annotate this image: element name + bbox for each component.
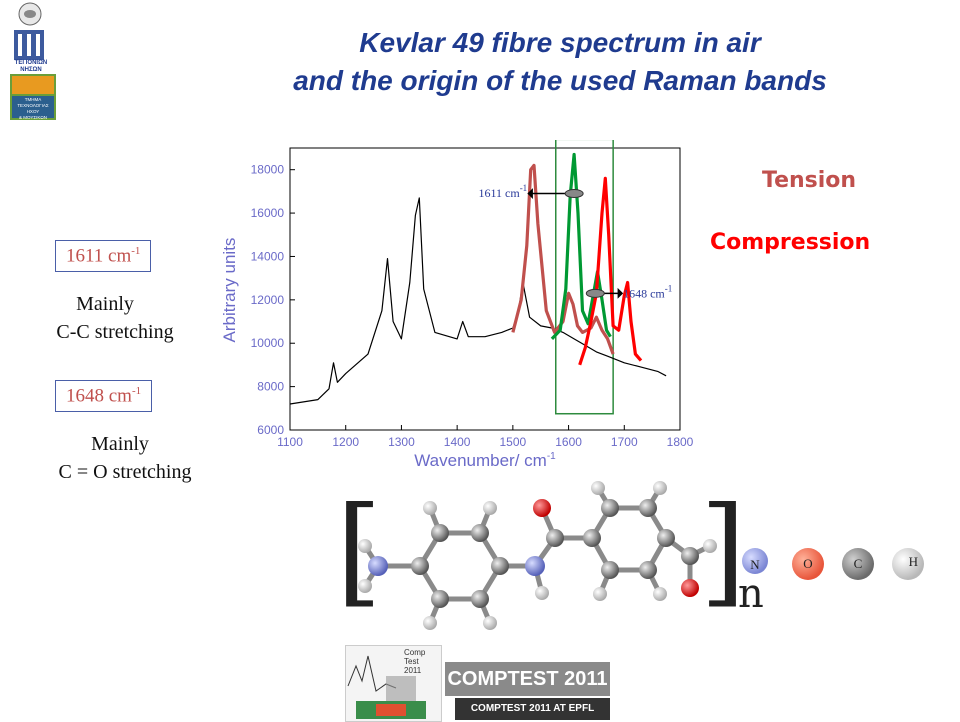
x-tick-label: 1600 bbox=[555, 435, 582, 449]
x-tick-label: 1700 bbox=[611, 435, 638, 449]
comptest-graph-icon bbox=[347, 655, 426, 719]
legend-tension: Tension bbox=[762, 168, 857, 193]
y-tick-label: 18000 bbox=[251, 163, 285, 177]
x-tick-label: 1200 bbox=[332, 435, 359, 449]
band-1648-label: 1648 cm-1 bbox=[55, 380, 153, 413]
y-tick-label: 16000 bbox=[251, 206, 285, 220]
band-1648-desc-line-2: C = O stretching bbox=[58, 461, 192, 483]
molecule-atoms bbox=[358, 481, 717, 630]
department-line-1: ΤΜΗΜΑ bbox=[24, 97, 42, 102]
band-1611-desc-line-1: Mainly bbox=[76, 293, 134, 315]
x-tick-label: 1500 bbox=[500, 435, 527, 449]
spectrum-tension-line bbox=[511, 163, 615, 355]
x-tick-label: 1800 bbox=[667, 435, 694, 449]
comptest-subbanner: COMPTEST 2011 AT EPFL bbox=[455, 698, 610, 720]
right-bracket: ] bbox=[700, 481, 747, 619]
x-tick-label: 1400 bbox=[444, 435, 471, 449]
band-1648-unit-sup: -1 bbox=[131, 385, 142, 397]
y-tick-label: 14000 bbox=[251, 249, 285, 263]
department-line-3: & ΜΟΥΣΙΚΩΝ ΟΡΓΑΝΩΝ bbox=[18, 115, 47, 126]
x-axis-label-text: Wavenumber/ cm bbox=[414, 451, 547, 470]
y-tick-label: 8000 bbox=[257, 380, 284, 394]
comptest-small-3: 2011 bbox=[404, 666, 422, 675]
band-1611-desc-line-2: C-C stretching bbox=[56, 321, 174, 343]
raman-spectrum-chart: 1100 1200 1300 1400 1500 1600 1700 1800 6000 8000… bbox=[220, 140, 694, 470]
band-1611-value: 1611 cm bbox=[66, 245, 132, 267]
department-line-2: ΤΕΧΝΟΛΟΓΙΑΣ ΗΧΟΥ bbox=[17, 103, 49, 114]
atom-legend-oxygen: O bbox=[792, 548, 824, 580]
shift-marker-1648 bbox=[585, 288, 605, 298]
y-tick-label: 6000 bbox=[257, 423, 284, 437]
annotation-1611: 1611 cm-1 bbox=[478, 183, 527, 200]
band-1648-desc-line-1: Mainly bbox=[91, 433, 149, 455]
comptest-subbanner-text: COMPTEST 2011 AT EPFL bbox=[470, 703, 595, 714]
atom-legend-hydrogen: H bbox=[892, 548, 924, 580]
left-bracket: [ bbox=[336, 481, 383, 619]
title-line-2: and the origin of the used Raman bands bbox=[293, 65, 827, 96]
highlight-box bbox=[555, 140, 614, 415]
shift-arrowhead-1648 bbox=[617, 287, 624, 299]
comptest-small-1: Comp bbox=[404, 648, 426, 657]
spectrum-band-peaks-line bbox=[550, 152, 612, 341]
comptest-thumbnail: Comp Test 2011 bbox=[345, 645, 442, 722]
institution-name-1: ΤΕΙ ΙΟΝΙΩΝ bbox=[14, 60, 48, 66]
band-1648-description: Mainly C = O stretching bbox=[40, 430, 210, 486]
title-line-1: Kevlar 49 fibre spectrum in air bbox=[359, 27, 761, 58]
institution-emblem-icon bbox=[10, 2, 56, 120]
atom-legend-carbon: C bbox=[842, 548, 874, 580]
atom-legend-nitrogen: N bbox=[742, 548, 768, 574]
x-axis-label-sup: -1 bbox=[547, 451, 556, 462]
y-tick-label: 12000 bbox=[251, 293, 285, 307]
x-axis-label: Wavenumber/ cm-1 bbox=[414, 451, 556, 470]
comptest-small-2: Test bbox=[404, 657, 419, 666]
shift-marker-1611 bbox=[564, 189, 584, 199]
band-1611-description: Mainly C-C stretching bbox=[40, 290, 190, 346]
shift-arrowhead-1611 bbox=[527, 188, 533, 199]
y-axis-label: Arbitrary units bbox=[220, 238, 239, 343]
band-1648-value: 1648 cm bbox=[66, 385, 132, 407]
y-tick-label: 10000 bbox=[251, 336, 285, 350]
annotation-1648: 1648 cm-1 bbox=[623, 284, 672, 301]
institution-logo: ΤΕΙ ΙΟΝΙΩΝ ΝΗΣΩΝ ΤΜΗΜΑ ΤΕΧΝΟΛΟΓΙΑΣ ΗΧΟΥ … bbox=[8, 2, 58, 126]
legend-compression: Compression bbox=[710, 230, 871, 255]
spectrum-compression-line bbox=[578, 176, 643, 366]
comptest-banner: COMPTEST 2011 bbox=[445, 662, 610, 696]
x-tick-label: 1100 bbox=[277, 435, 303, 449]
band-1611-unit-sup: -1 bbox=[131, 245, 141, 257]
institution-name-2: ΝΗΣΩΝ bbox=[20, 67, 42, 73]
page-title: Kevlar 49 fibre spectrum in air and the … bbox=[0, 24, 960, 100]
plot-area-frame bbox=[289, 147, 681, 431]
repeat-unit-n: n bbox=[738, 571, 764, 617]
x-tick-label: 1300 bbox=[388, 435, 415, 449]
kevlar-molecule-diagram bbox=[358, 481, 717, 630]
comptest-banner-text: COMPTEST 2011 bbox=[447, 668, 608, 690]
band-1611-label: 1611 cm-1 bbox=[55, 240, 152, 273]
